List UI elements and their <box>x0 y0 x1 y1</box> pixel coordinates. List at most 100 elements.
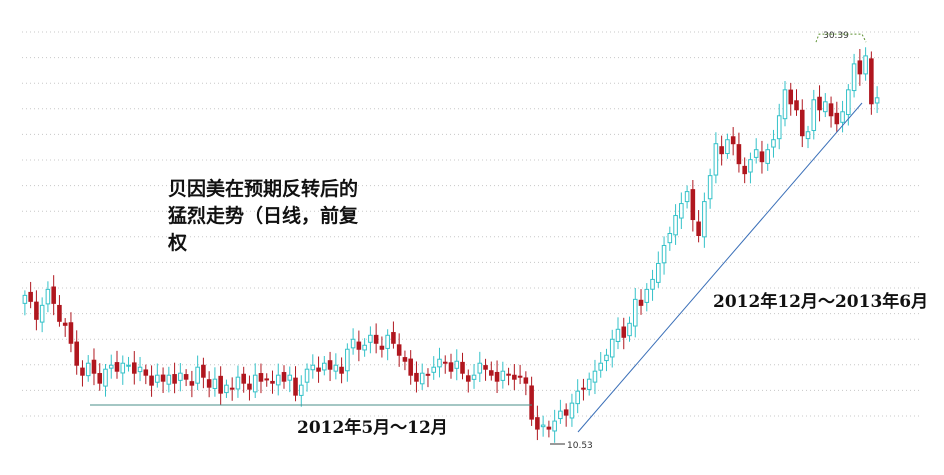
candle-body <box>679 203 684 219</box>
candle-body <box>442 361 448 364</box>
candle-body <box>298 384 304 396</box>
candle-body <box>316 367 321 372</box>
candle-body <box>368 334 373 343</box>
candle-body <box>552 420 557 432</box>
candle-body <box>362 344 367 351</box>
candle-body <box>189 381 195 386</box>
candle-body <box>339 366 344 374</box>
candle-body <box>97 373 103 384</box>
candle-body <box>28 291 33 302</box>
candle-body <box>206 379 212 388</box>
candle-body <box>667 233 673 244</box>
candle-body <box>218 375 223 394</box>
candle-body <box>229 387 235 390</box>
candle-body <box>782 89 788 120</box>
candle-body <box>252 374 258 393</box>
candle-body <box>247 383 252 390</box>
candle-body <box>460 361 465 374</box>
candle-body <box>863 55 868 75</box>
candle-body <box>730 136 736 145</box>
candle-body <box>172 374 177 384</box>
candle-body <box>465 375 471 382</box>
candle-body <box>483 365 488 370</box>
high-price-marker <box>815 33 867 43</box>
candle-body <box>391 332 396 344</box>
range-label-consolidation: 2012年5月～12月 <box>297 418 448 438</box>
candle-body <box>22 294 28 304</box>
candle-body <box>195 366 200 384</box>
candle-body <box>615 328 621 342</box>
candle-body <box>126 364 131 367</box>
candle-body <box>270 380 275 384</box>
candle-body <box>74 341 79 366</box>
candle-body <box>748 159 753 173</box>
candle-body <box>540 424 546 428</box>
candle-body <box>120 362 126 374</box>
candle-body <box>759 151 765 163</box>
candle-body <box>546 426 552 430</box>
candle-body <box>535 417 540 430</box>
candle-body <box>811 99 817 132</box>
candle-body <box>834 112 840 125</box>
candle-body <box>350 338 356 349</box>
candle-body <box>650 278 655 290</box>
candle-body <box>224 384 229 394</box>
candle-body <box>609 338 615 358</box>
candle-body <box>874 97 880 104</box>
candle-body <box>143 369 149 376</box>
candles <box>22 47 880 443</box>
candle-body <box>558 410 563 420</box>
candle-body <box>586 378 592 390</box>
candle-body <box>45 288 51 305</box>
candle-body <box>304 368 310 383</box>
candle-body <box>327 360 333 370</box>
trend-line <box>577 102 863 433</box>
candle-body <box>477 362 483 374</box>
candle-body <box>34 301 39 320</box>
candle-body <box>454 360 460 369</box>
candle-body <box>753 149 759 158</box>
candle-body <box>402 357 408 362</box>
candle-body <box>160 374 166 382</box>
candle-body <box>293 377 298 396</box>
candle-body <box>823 101 828 113</box>
candle-body <box>414 372 419 382</box>
candle-body <box>857 60 863 75</box>
candle-body <box>51 286 56 304</box>
candle-body <box>80 367 85 376</box>
candle-body <box>673 215 678 236</box>
candle-body <box>373 334 379 344</box>
candle-body <box>494 371 500 382</box>
candle-body <box>840 111 845 123</box>
candle-body <box>817 96 822 111</box>
candle-body <box>563 409 569 416</box>
candle-body <box>656 262 661 283</box>
candle-body <box>684 191 690 203</box>
candle-body <box>448 362 454 372</box>
candle-body <box>771 139 776 148</box>
candle-body <box>287 374 293 381</box>
candle-body <box>696 221 701 237</box>
candle-body <box>275 374 281 386</box>
candle-body <box>644 288 650 303</box>
candle-body <box>114 362 120 372</box>
candle-body <box>103 368 108 387</box>
candle-body <box>408 358 413 376</box>
candle-body <box>471 374 477 380</box>
candle-body <box>137 366 143 373</box>
candle-body <box>500 370 506 381</box>
candle-body <box>437 358 442 368</box>
candle-body <box>385 334 390 349</box>
candle-body <box>788 89 794 105</box>
candle-body <box>431 366 437 373</box>
chart-caption: 贝因美在预期反转后的猛烈走势（日线，前复权 <box>168 178 359 254</box>
candle-body <box>39 304 45 323</box>
candle-body <box>68 322 74 344</box>
candle-body <box>425 373 431 376</box>
candle-body <box>241 373 246 384</box>
candle-body <box>632 298 638 327</box>
overlays: 30.39 10.53 <box>90 31 867 451</box>
candle-body <box>742 165 747 175</box>
candle-body <box>794 100 799 111</box>
candle-body <box>719 146 724 155</box>
